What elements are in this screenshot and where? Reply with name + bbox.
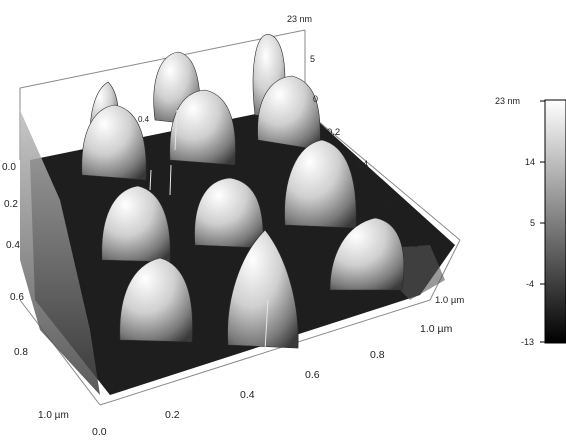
z-axis: 23 nm 5 0 [287,14,318,104]
left-axis-tick: 0.8 [14,347,28,358]
bottom-axis-tick: 0.6 [305,369,320,381]
right-axis-tick: 0.2 [327,127,340,138]
right-axis: 0.2 0.4 0.6 0.8 1.0 µm 0.4 [138,115,464,306]
bottom-axis-tick: 0.2 [165,409,180,421]
pillar [194,177,264,249]
left-axis: 0.0 0.2 0.4 0.6 0.8 1.0 µm [2,162,69,421]
pillar [257,75,321,151]
pillar [119,257,193,343]
pillar [329,217,405,291]
bottom-axis-tick: 0.8 [370,349,385,361]
pillar [284,139,357,229]
bottom-axis-tick: 0.0 [92,426,107,438]
colorbar-tick: 14 [525,157,535,167]
right-axis-tick: 0.4 [355,159,368,170]
colorbar-gradient [544,99,566,344]
afm-pillars [81,34,405,349]
colorbar-tick: 23 nm [495,96,520,106]
height-colorbar: 23 nm 14 5 -4 -13 [495,96,566,347]
bottom-axis-tick: 0.4 [240,389,255,401]
right-axis-tick: 0.8 [405,239,418,250]
left-axis-tick: 0.0 [2,162,16,173]
left-axis-tick: 1.0 µm [38,410,69,421]
left-axis-tick: 0.2 [4,199,18,210]
afm-box-wireframe [19,29,461,406]
colorbar-tick: -4 [526,279,534,289]
inner-axis-label: 0.4 [138,115,150,124]
bottom-axis-tick: 1.0 µm [420,323,453,335]
colorbar-tick: 5 [530,218,535,228]
surface-front-wall [20,110,100,395]
afm-spikes [149,109,269,351]
pillar [81,104,147,181]
right-axis-tick: 0.6 [380,199,393,210]
colorbar-tick: -13 [521,337,534,347]
pillar [101,185,171,263]
z-axis-tick: 0 [313,94,318,104]
z-axis-max-label: 23 nm [287,14,312,24]
right-axis-tick: 1.0 µm [435,295,464,306]
left-axis-tick: 0.4 [6,240,20,251]
left-axis-tick: 0.6 [10,292,24,303]
pillar [169,89,236,166]
z-axis-tick: 5 [310,54,315,64]
pillar [227,229,299,349]
bottom-axis: 0.0 0.2 0.4 0.6 0.8 1.0 µm [92,323,453,438]
